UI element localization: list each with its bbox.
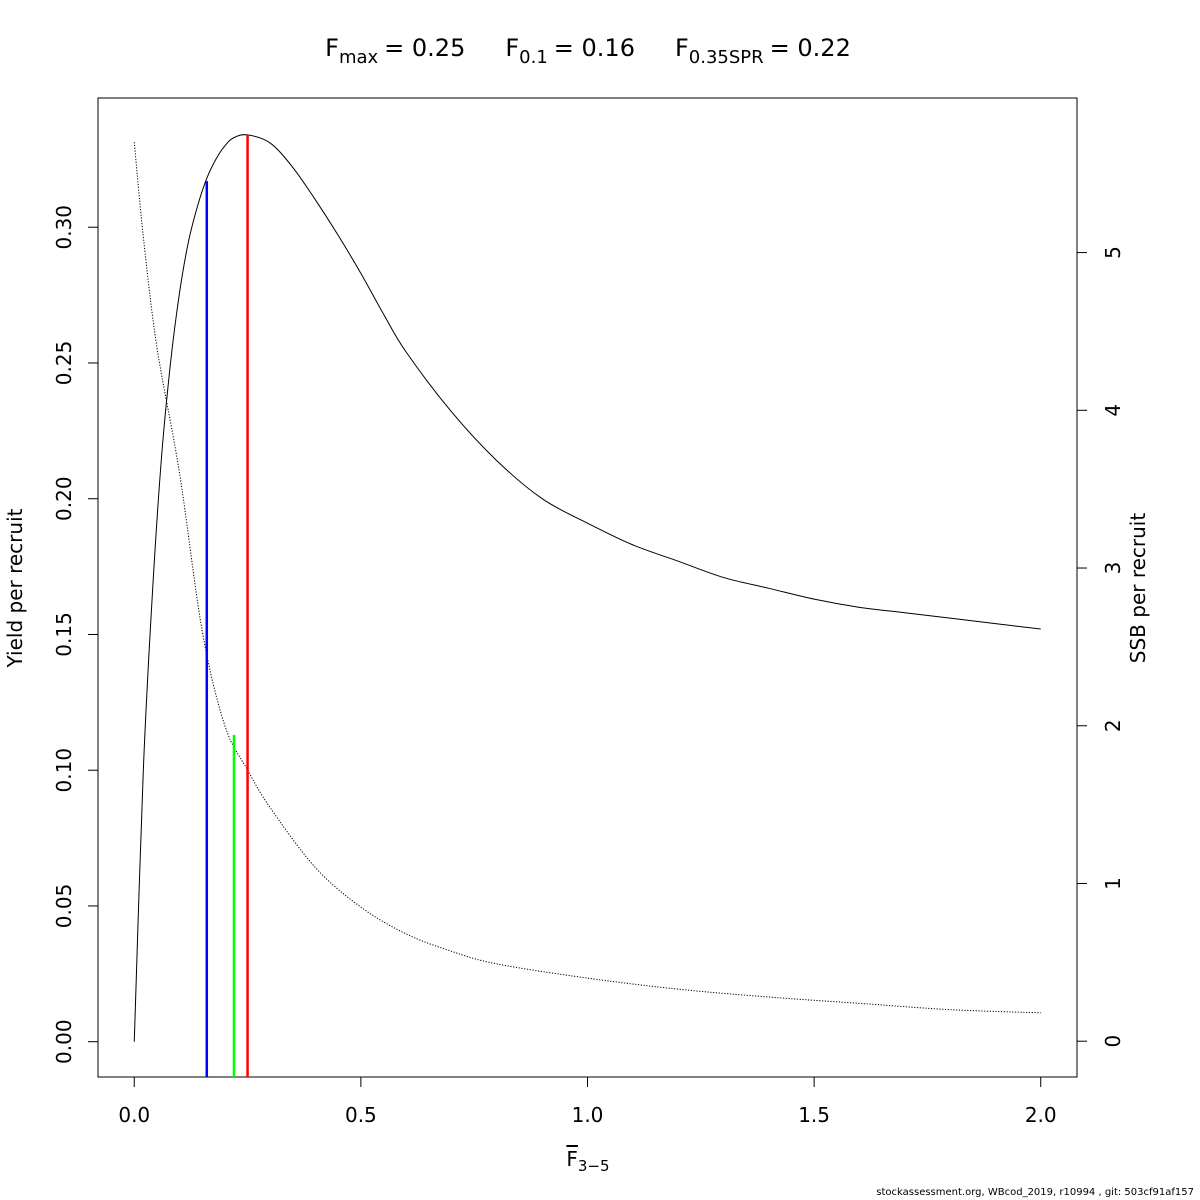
title-value: = 0.22 (770, 34, 851, 62)
plot-frame (97, 97, 1078, 1078)
x-label-subscript: 3−5 (578, 1157, 610, 1175)
x-axis: 0.0 0.5 1.0 1.5 2.0 (118, 1076, 1057, 1127)
title-value: = 0.25 (384, 34, 465, 62)
y-left-tick-label: 0.30 (52, 205, 76, 250)
y-right-axis-label: SSB per recruit (1126, 513, 1150, 664)
ssb-per-recruit-line (133, 142, 1041, 1014)
y-left-tick-label: 0.25 (52, 341, 76, 386)
y-left-tick-label: 0.20 (52, 476, 76, 521)
title-subscript: max (339, 47, 379, 68)
x-tick-label: 1.0 (572, 1103, 604, 1127)
yield-per-recruit-line (133, 134, 1041, 1042)
y-right-tick-label: 5 (1101, 246, 1125, 259)
y-right-tick-label: 2 (1101, 719, 1125, 732)
y-left-tick-label: 0.10 (52, 748, 76, 793)
y-right-tick-label: 0 (1101, 1035, 1125, 1048)
footer-credit: stockassessment.org, WBcod_2019, r10994 … (876, 1187, 1194, 1198)
x-axis-label: F3−5 (566, 1147, 609, 1175)
series-layer (133, 134, 1041, 1042)
y-left-axis: 0.00 0.05 0.10 0.15 0.20 0.25 0.30 (52, 205, 99, 1064)
title-subscript: 0.1 (519, 47, 548, 68)
y-right-axis: 0 1 2 3 4 5 (1076, 246, 1125, 1048)
y-right-tick-label: 4 (1101, 404, 1125, 417)
x-tick-label: 2.0 (1025, 1103, 1057, 1127)
reference-lines (205, 134, 249, 1077)
y-left-tick-label: 0.00 (52, 1019, 76, 1064)
y-left-axis-label: Yield per recruit (3, 508, 27, 668)
title-f-symbol: F (675, 34, 689, 62)
title-f-symbol: F (325, 34, 339, 62)
x-tick-label: 0.5 (345, 1103, 377, 1127)
x-tick-label: 0.0 (118, 1103, 150, 1127)
title-f-symbol: F (505, 34, 519, 62)
x-label-f-symbol: F (566, 1147, 578, 1171)
title-subscript: 0.35SPR (689, 47, 764, 68)
title-value: = 0.16 (554, 34, 635, 62)
y-right-tick-label: 1 (1101, 877, 1125, 890)
y-left-tick-label: 0.05 (52, 884, 76, 929)
y-left-tick-label: 0.15 (52, 612, 76, 657)
x-tick-label: 1.5 (798, 1103, 830, 1127)
y-right-tick-label: 3 (1101, 562, 1125, 575)
chart-title: Fmax = 0.25 F0.1 = 0.16 F0.35SPR = 0.22 (325, 34, 851, 68)
